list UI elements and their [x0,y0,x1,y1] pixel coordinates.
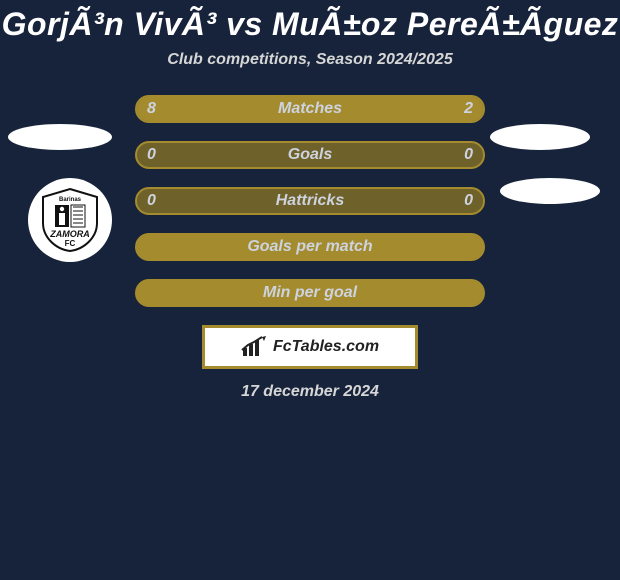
stat-bar-left-fill [137,97,414,121]
bar-chart-icon [241,336,267,358]
comparison-card: GorjÃ³n VivÃ³ vs MuÃ±oz PereÃ±Ãguez Club… [0,0,620,580]
stat-bar [135,141,485,169]
stat-bar [135,95,485,123]
page-title: GorjÃ³n VivÃ³ vs MuÃ±oz PereÃ±Ãguez [0,6,620,43]
stat-bar [135,187,485,215]
stats-rows: Matches82 Goals00 Hattricks00 Goals per mat… [0,95,620,307]
stat-bar-full-fill [137,281,483,305]
stat-bar [135,279,485,307]
stat-row: Goals per match [135,233,485,261]
date-text: 17 december 2024 [0,383,620,401]
stat-row: Matches82 [135,95,485,123]
stat-bar-full-fill [137,235,483,259]
stat-bar [135,233,485,261]
stat-row: Hattricks00 [135,187,485,215]
stat-row: Goals00 [135,141,485,169]
brand-text: FcTables.com [273,338,379,356]
brand-box[interactable]: FcTables.com [202,325,418,369]
subtitle: Club competitions, Season 2024/2025 [0,51,620,69]
stat-bar-right-fill [414,97,483,121]
stat-row: Min per goal [135,279,485,307]
